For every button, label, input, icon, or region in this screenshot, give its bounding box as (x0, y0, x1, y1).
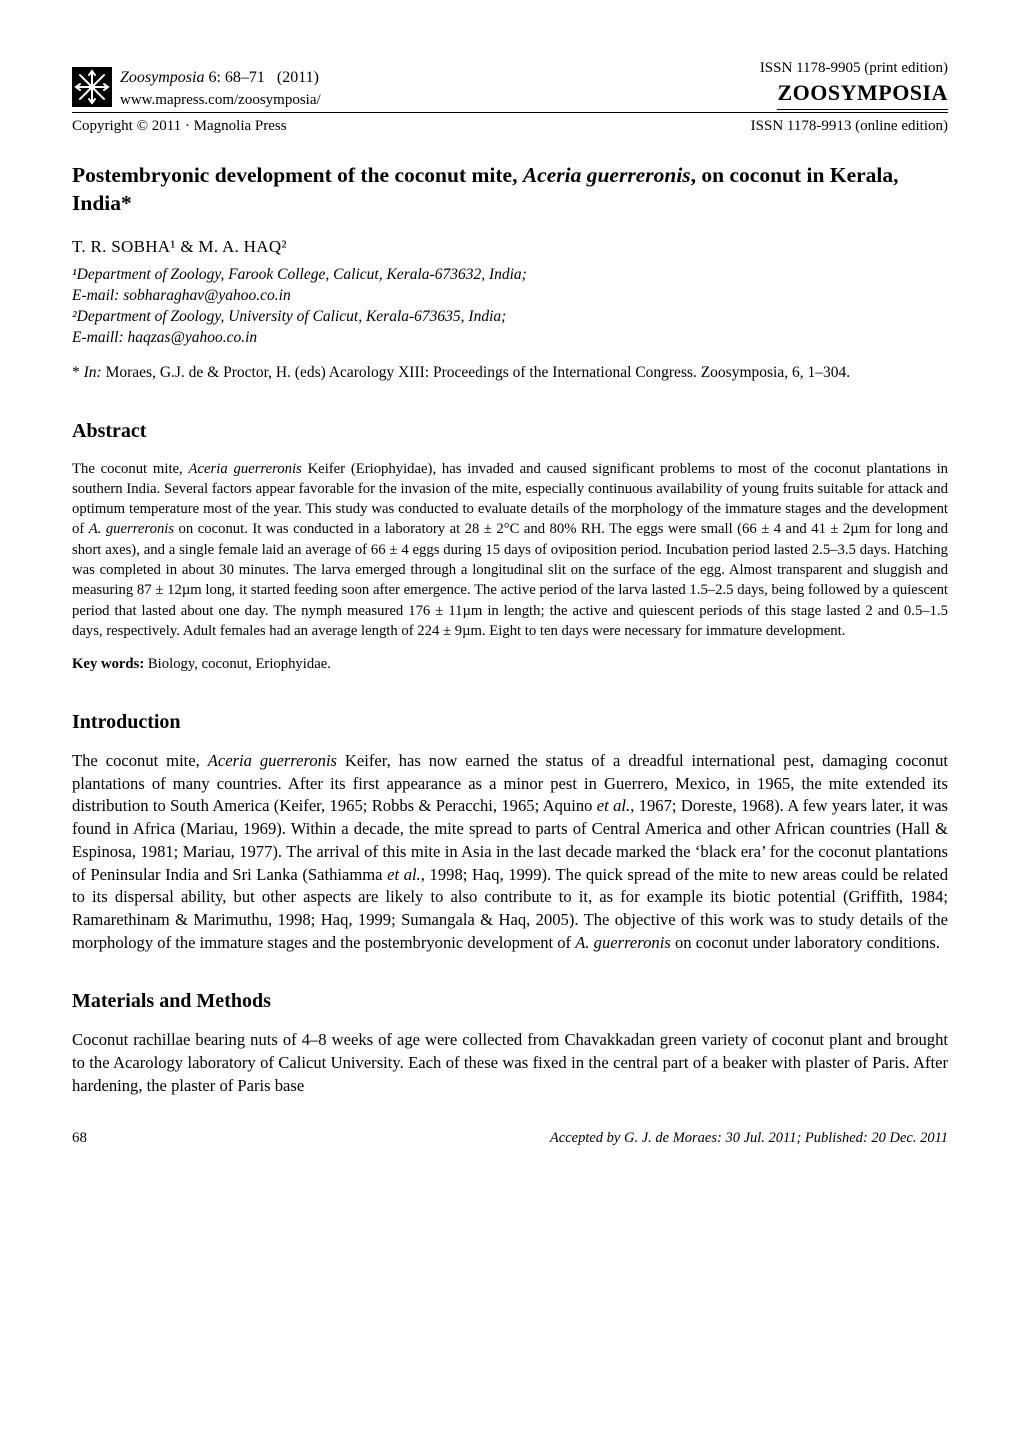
in-note-asterisk: * (72, 364, 84, 381)
journal-volume-pages: 6: 68–71 (2011) (208, 69, 319, 86)
journal-name: Zoosymposia (120, 69, 204, 86)
keywords-text: Biology, coconut, Eriophyidae. (144, 656, 331, 672)
copyright-text: Copyright © 2011 · Magnolia Press (72, 116, 287, 136)
intro-etal-1: et al. (597, 796, 630, 815)
affiliation-2: ²Department of Zoology, University of Ca… (72, 307, 948, 328)
abstract-body: The coconut mite, Aceria guerreronis Kei… (72, 459, 948, 642)
methods-body: Coconut rachillae bearing nuts of 4–8 we… (72, 1029, 948, 1097)
affiliation-1: ¹Department of Zoology, Farook College, … (72, 265, 948, 286)
in-note-label: In: (84, 364, 102, 381)
in-note-text: Moraes, G.J. de & Proctor, H. (eds) Acar… (102, 364, 850, 381)
methods-heading: Materials and Methods (72, 988, 948, 1015)
journal-brand: ZOOSYMPOSIA (777, 78, 948, 110)
abstract-species-2: A. guerreronis (89, 521, 174, 537)
journal-website: www.mapress.com/zoosymposia/ (120, 90, 321, 110)
abstract-text-1: The coconut mite, (72, 461, 189, 477)
journal-header: Zoosymposia 6: 68–71 (2011) www.mapress.… (72, 58, 948, 110)
affiliation-2-email: E-maill: haqzas@yahoo.co.in (72, 328, 948, 349)
journal-header-left: Zoosymposia 6: 68–71 (2011) www.mapress.… (72, 67, 321, 110)
journal-citation: Zoosymposia 6: 68–71 (2011) (120, 67, 321, 89)
page-footer: 68 Accepted by G. J. de Moraes: 30 Jul. … (72, 1128, 948, 1149)
keywords: Key words: Biology, coconut, Eriophyidae… (72, 655, 948, 675)
abstract-heading: Abstract (72, 418, 948, 445)
intro-species-1: Aceria guerreronis (208, 751, 337, 770)
intro-text-5: on coconut under laboratory conditions. (671, 933, 940, 952)
accepted-line: Accepted by G. J. de Moraes: 30 Jul. 201… (550, 1129, 948, 1149)
abstract-species-1: Aceria guerreronis (189, 461, 302, 477)
introduction-body: The coconut mite, Aceria guerreronis Kei… (72, 750, 948, 954)
journal-header-right: ISSN 1178-9905 (print edition) ZOOSYMPOS… (760, 58, 948, 110)
issn-online: ISSN 1178-9913 (online edition) (751, 116, 948, 136)
authors: T. R. SOBHA¹ & M. A. HAQ² (72, 236, 948, 259)
intro-etal-2: et al. (387, 865, 421, 884)
intro-species-2: A. guerreronis (575, 933, 671, 952)
in-note: * In: Moraes, G.J. de & Proctor, H. (eds… (72, 363, 948, 384)
intro-text-1: The coconut mite, (72, 751, 208, 770)
abstract-text-3: on coconut. It was conducted in a labora… (72, 521, 948, 638)
copyright-row: Copyright © 2011 · Magnolia Press ISSN 1… (72, 112, 948, 136)
affiliation-1-email: E-mail: sobharaghav@yahoo.co.in (72, 286, 948, 307)
journal-meta: Zoosymposia 6: 68–71 (2011) www.mapress.… (120, 67, 321, 110)
page-number: 68 (72, 1128, 87, 1148)
article-title: Postembryonic development of the coconut… (72, 162, 948, 218)
issn-print: ISSN 1178-9905 (print edition) (760, 58, 948, 78)
introduction-heading: Introduction (72, 709, 948, 736)
keywords-label: Key words: (72, 656, 144, 672)
journal-logo-icon (72, 67, 112, 107)
